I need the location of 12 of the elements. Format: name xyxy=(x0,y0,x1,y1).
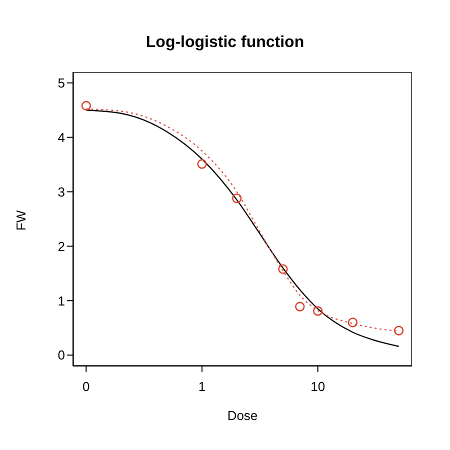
x-axis-title: Dose xyxy=(226,408,259,423)
x-tick-label: 10 xyxy=(310,379,326,394)
y-tick-label: 2 xyxy=(58,238,65,254)
y-tick-label: 3 xyxy=(58,184,65,200)
x-tick-label: 1 xyxy=(198,379,206,394)
chart-title: Log-logistic function xyxy=(144,34,306,52)
y-tick-label: 0 xyxy=(58,348,65,363)
x-tick-label: 0 xyxy=(82,379,90,394)
y-tick-label: 4 xyxy=(58,130,65,145)
y-tick-label: 1 xyxy=(58,293,65,308)
y-axis-title: FW xyxy=(14,209,28,233)
y-tick-label: 5 xyxy=(58,76,65,91)
